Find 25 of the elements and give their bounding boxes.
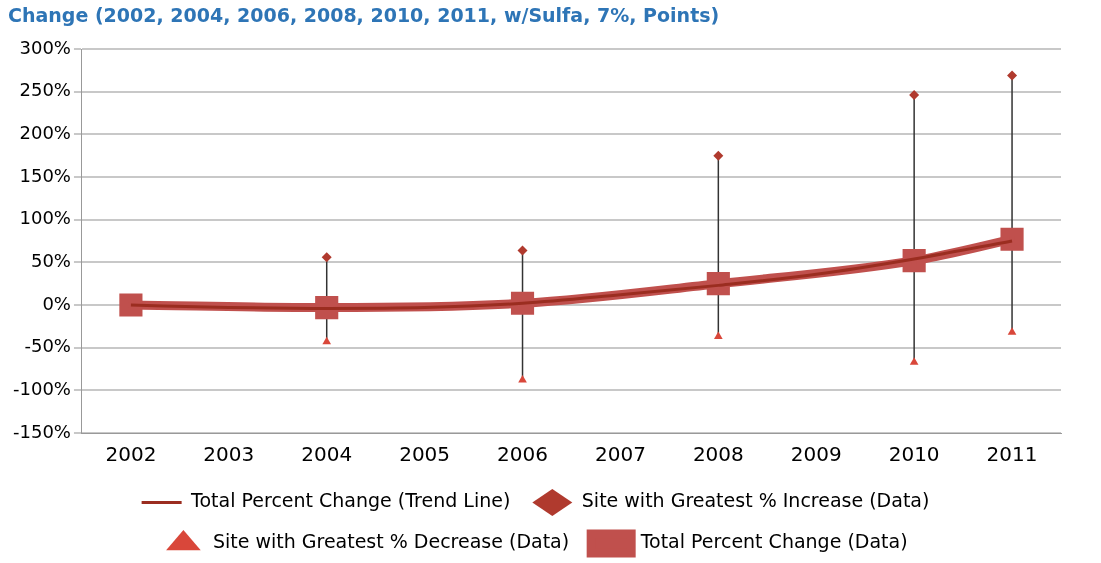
x-tick-label: 2010 (888, 442, 940, 467)
y-tick-label: -150% (12, 420, 71, 442)
x-tick-label: 2003 (203, 442, 255, 467)
y-tick-label: -100% (12, 378, 71, 400)
x-tick-label: 2007 (594, 442, 646, 467)
x-tick-label: 2008 (692, 442, 744, 467)
y-tick-label: 200% (19, 122, 71, 144)
x-tick-label: 2011 (986, 442, 1038, 467)
chart-title: Change (2002, 2004, 2006, 2008, 2010, 2011, w/Sulfa, 7%, Points) (7, 3, 721, 28)
legend-label: Site with Greatest % Decrease (Data) (212, 530, 570, 553)
x-tick-label: 2002 (105, 442, 157, 467)
y-tick-label: -50% (24, 335, 71, 357)
legend-label: Total Percent Change (Trend Line) (190, 489, 511, 512)
x-tick-label: 2004 (301, 442, 353, 467)
y-tick-label: 0% (42, 292, 71, 314)
x-tick-label: 2009 (790, 442, 842, 467)
x-tick-label: 2005 (399, 442, 451, 467)
y-tick-label: 250% (19, 79, 71, 101)
legend-label: Total Percent Change (Data) (639, 530, 908, 553)
y-tick-label: 300% (19, 36, 71, 58)
x-tick-label: 2006 (497, 442, 548, 467)
legend-label: Site with Greatest % Increase (Data) (581, 489, 930, 512)
y-tick-label: 150% (19, 164, 71, 186)
y-tick-label: 100% (19, 207, 71, 229)
y-tick-label: 50% (30, 250, 71, 272)
